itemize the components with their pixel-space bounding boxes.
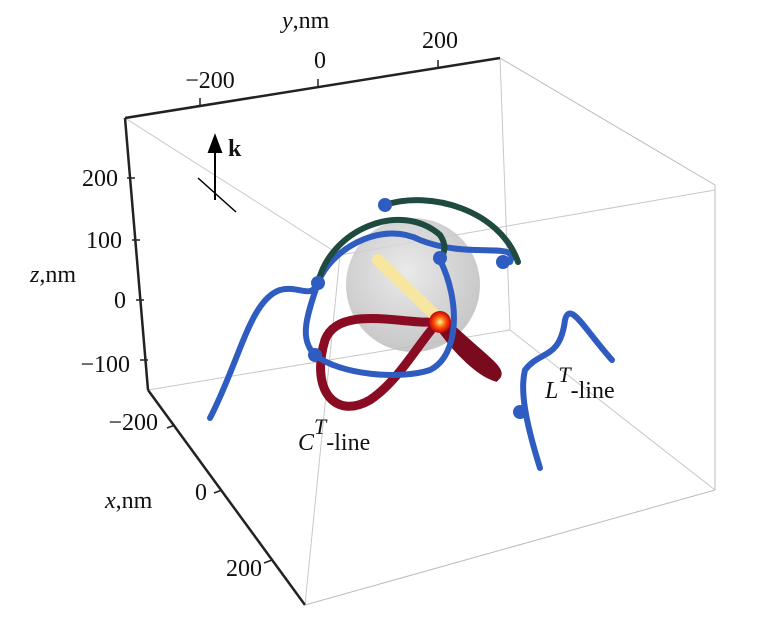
tick-label: −200 [108, 410, 158, 436]
axis-var: x [104, 488, 116, 514]
axis-unit: ,nm [39, 262, 76, 288]
label-rest: -line [326, 430, 370, 456]
axis-var: y [280, 8, 293, 34]
axis-var: z [29, 262, 40, 288]
tick-label: 100 [86, 228, 122, 254]
tick-label: 0 [114, 288, 126, 314]
tick-label: −100 [80, 352, 130, 378]
tick-label: 200 [226, 556, 262, 582]
tick-label: −200 [185, 68, 235, 94]
curves [207, 197, 615, 471]
tick-label: 0 [314, 48, 326, 74]
y-axis-label: y,nm [280, 8, 330, 34]
label-sup: T [558, 362, 572, 387]
tick-marks [127, 60, 439, 564]
tick-label: 200 [422, 28, 458, 54]
k-vector [197, 133, 237, 213]
x-axis-label: x,nm [104, 488, 153, 514]
tick-label: 0 [195, 480, 207, 506]
label-base: C [298, 430, 315, 456]
axis-unit: ,nm [116, 488, 153, 514]
z-axis-label: z,nm [29, 262, 76, 288]
label-sup: T [314, 414, 328, 439]
curve-label: CT-line [298, 414, 370, 456]
tick-label: 200 [82, 166, 118, 192]
vector-label: k [228, 136, 242, 162]
axis-unit: ,nm [293, 8, 330, 34]
curve-label: LT-line [544, 362, 615, 404]
label-rest: -line [571, 378, 615, 404]
label-base: L [544, 378, 558, 404]
